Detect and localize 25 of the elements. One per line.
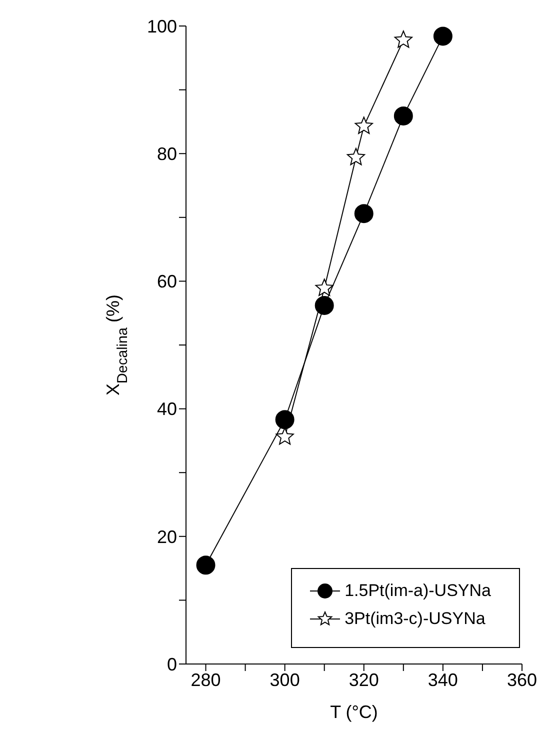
legend-label: 1.5Pt(im-a)-USYNa (344, 581, 491, 601)
x-axis-title: T (°C) (330, 702, 378, 722)
y-tick-label: 100 (146, 16, 177, 36)
point (276, 427, 294, 445)
point (433, 26, 452, 46)
legend-label: 3Pt(im3-c)-USYNa (344, 609, 486, 629)
x-tick-label: 340 (428, 670, 458, 690)
y-tick-label: 20 (156, 526, 177, 547)
point (354, 204, 374, 224)
y-tick-label: 40 (156, 399, 177, 420)
y-tick-label: 60 (156, 272, 177, 292)
point (394, 106, 413, 126)
point (354, 116, 373, 134)
x-tick-label: 320 (348, 670, 379, 690)
point (196, 556, 216, 575)
x-tick-label: 360 (506, 670, 538, 690)
y-tick-label: 0 (166, 654, 177, 674)
point (394, 30, 412, 48)
x-tick-label: 300 (270, 670, 300, 690)
point (275, 410, 294, 430)
point (346, 148, 366, 166)
point (315, 278, 334, 296)
y-tick-label: 80 (156, 144, 177, 164)
point (314, 296, 334, 315)
x-tick-label: 280 (190, 670, 221, 690)
